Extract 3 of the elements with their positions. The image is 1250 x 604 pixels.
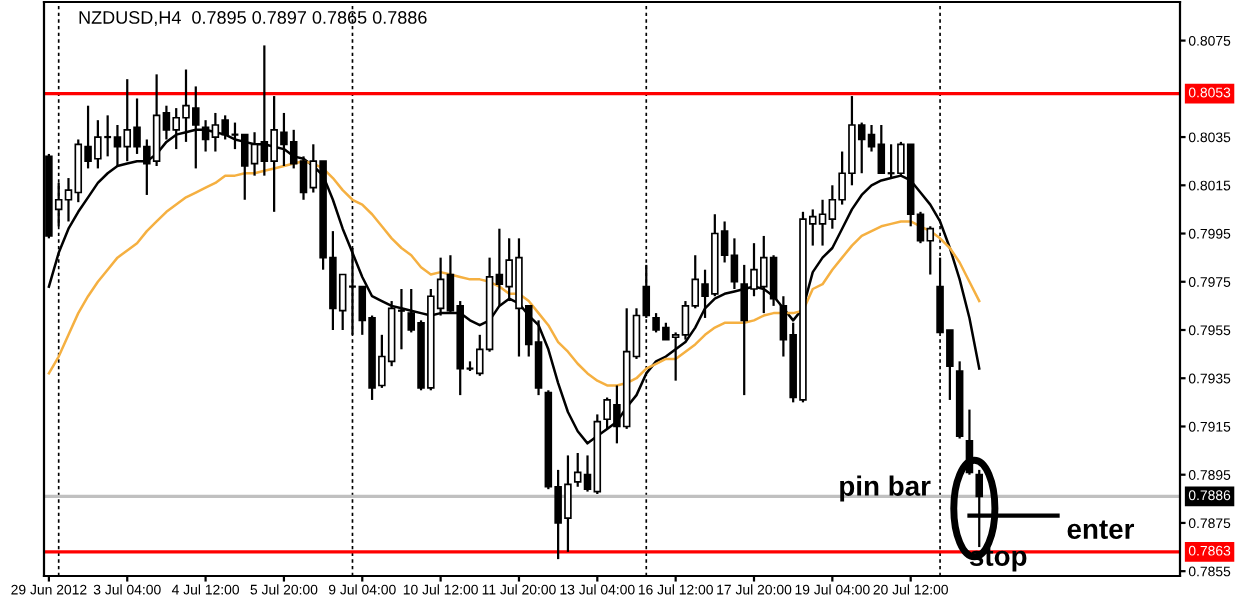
chart-title: NZDUSD,H4 0.7895 0.7897 0.7865 0.7886: [79, 11, 427, 27]
annotation: enter: [1067, 520, 1135, 539]
annotation: pin bar: [840, 475, 931, 502]
